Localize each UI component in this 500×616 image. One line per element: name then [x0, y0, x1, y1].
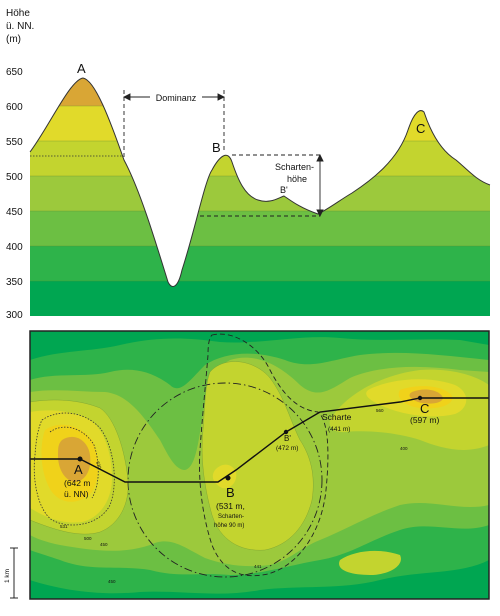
- tick-550: 550: [6, 137, 23, 148]
- contour-label-450: 450: [100, 542, 108, 547]
- profile-outline: [29, 77, 491, 287]
- band-400-450: [30, 211, 490, 246]
- axis-title-line-3: (m): [6, 34, 21, 45]
- tick-450: 450: [6, 207, 23, 218]
- tick-650: 650: [6, 67, 23, 78]
- schartenhoehe-label-line-1: Scharten-: [275, 162, 314, 172]
- contour-label-450-b: 450: [108, 579, 116, 584]
- map-label-b-height: höhe 90 m): [214, 523, 244, 529]
- contour-map-section: 620 531 500 450 560 400 450 441 A (642 m…: [4, 330, 490, 600]
- map-label-a-letter: A: [74, 462, 83, 477]
- tick-400: 400: [6, 242, 23, 253]
- axis-title-line-2: ü. NN.: [6, 21, 34, 32]
- point-c: [417, 395, 423, 401]
- map-frame: [29, 330, 490, 600]
- tick-350: 350: [6, 277, 23, 288]
- map-label-c-elevation: (597 m): [410, 415, 439, 425]
- dotted-contour-a: [33, 412, 115, 526]
- contour-label-441: 441: [254, 564, 262, 569]
- schartenhoehe-measure: [200, 153, 324, 218]
- peak-c-label: C: [416, 121, 425, 136]
- map-label-b-scharte: Scharten-: [218, 514, 244, 520]
- contour-label-500: 500: [84, 536, 92, 541]
- ridge-path-line: [30, 397, 489, 483]
- scharte-dashed-contour: [199, 333, 329, 577]
- point-b-prime: [283, 429, 289, 435]
- map-label-b-elevation: (531 m,: [216, 501, 245, 511]
- band-450-500: [30, 176, 490, 211]
- dominanz-measure: [122, 90, 226, 160]
- point-b: [225, 475, 231, 481]
- peak-a-label: A: [77, 61, 86, 76]
- scale-bar: [10, 547, 18, 599]
- map-band-500: [30, 361, 489, 575]
- map-label-b-prime-letter: B': [284, 434, 291, 443]
- band-300-350: [30, 281, 490, 316]
- dotted-contour-a-inner: [49, 426, 99, 499]
- elevation-tick-labels: 650 600 550 500 450 400 350 300: [6, 67, 23, 321]
- tick-600: 600: [6, 102, 23, 113]
- dominanz-circle: [127, 382, 323, 578]
- dominanz-label: Dominanz: [156, 93, 197, 103]
- terrain-profile: [30, 78, 490, 316]
- map-label-a-unit: ü. NN): [64, 489, 89, 499]
- contour-label-400: 400: [400, 446, 408, 451]
- scale-bar-label: 1 km: [4, 569, 11, 583]
- map-summit-c: [409, 389, 443, 404]
- contour-label-560: 560: [376, 408, 384, 413]
- peak-b-label: B: [212, 140, 221, 155]
- axis-title-line-1: Höhe: [6, 8, 30, 19]
- map-label-b-letter: B: [226, 485, 235, 500]
- band-600-650: [30, 78, 490, 106]
- schartenhoehe-label-line-2: höhe: [287, 174, 307, 184]
- map-label-c-letter: C: [420, 401, 429, 416]
- point-a: [77, 456, 83, 462]
- map-label-scharte: Scharte: [322, 412, 352, 422]
- map-label-scharte-elevation: (441 m): [328, 426, 350, 433]
- profile-section: Höhe ü. NN. (m) 650 600 550 500 450 400 …: [6, 8, 491, 321]
- map-label-a-elevation: (642 m: [64, 478, 90, 488]
- band-500-550: [30, 141, 490, 176]
- peak-b-prime-label: B': [280, 185, 288, 195]
- contour-label-620: 620: [95, 461, 102, 470]
- tick-500: 500: [6, 172, 23, 183]
- tick-300: 300: [6, 310, 23, 321]
- map-label-b-prime-elevation: (472 m): [276, 445, 298, 452]
- contour-label-531: 531: [60, 524, 68, 529]
- band-350-400: [30, 246, 490, 281]
